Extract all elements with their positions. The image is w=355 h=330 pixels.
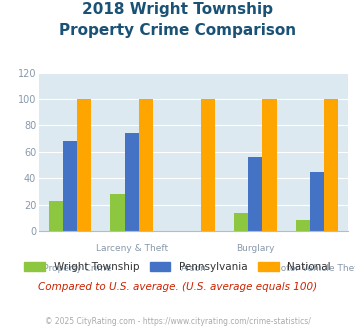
Bar bbox=[262, 99, 277, 231]
Text: All Property Crime: All Property Crime bbox=[29, 264, 111, 273]
Legend: Wright Township, Pennsylvania, National: Wright Township, Pennsylvania, National bbox=[20, 258, 335, 276]
Bar bbox=[324, 99, 338, 231]
Text: Motor Vehicle Theft: Motor Vehicle Theft bbox=[273, 264, 355, 273]
Bar bbox=[110, 194, 125, 231]
Bar bbox=[296, 220, 310, 231]
Text: Compared to U.S. average. (U.S. average equals 100): Compared to U.S. average. (U.S. average … bbox=[38, 282, 317, 292]
Bar bbox=[49, 201, 63, 231]
Text: 2018 Wright Township: 2018 Wright Township bbox=[82, 2, 273, 16]
Bar bbox=[139, 99, 153, 231]
Text: Property Crime Comparison: Property Crime Comparison bbox=[59, 23, 296, 38]
Bar bbox=[234, 213, 248, 231]
Text: Burglary: Burglary bbox=[236, 244, 274, 253]
Bar bbox=[310, 172, 324, 231]
Bar bbox=[201, 99, 215, 231]
Bar bbox=[63, 141, 77, 231]
Text: Arson: Arson bbox=[181, 264, 206, 273]
Bar bbox=[248, 157, 262, 231]
Bar bbox=[125, 133, 139, 231]
Bar bbox=[77, 99, 91, 231]
Text: © 2025 CityRating.com - https://www.cityrating.com/crime-statistics/: © 2025 CityRating.com - https://www.city… bbox=[45, 317, 310, 326]
Text: Larceny & Theft: Larceny & Theft bbox=[95, 244, 168, 253]
